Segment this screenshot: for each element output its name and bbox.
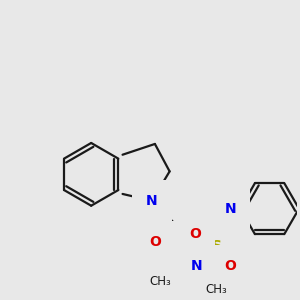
Text: O: O [189,227,201,241]
Text: N: N [225,202,236,216]
Text: CH₃: CH₃ [150,275,172,288]
Text: S: S [212,239,222,253]
Text: O: O [224,259,236,272]
Text: CH₃: CH₃ [205,283,226,296]
Text: N: N [191,259,203,272]
Text: O: O [149,235,161,249]
Text: N: N [146,194,158,208]
